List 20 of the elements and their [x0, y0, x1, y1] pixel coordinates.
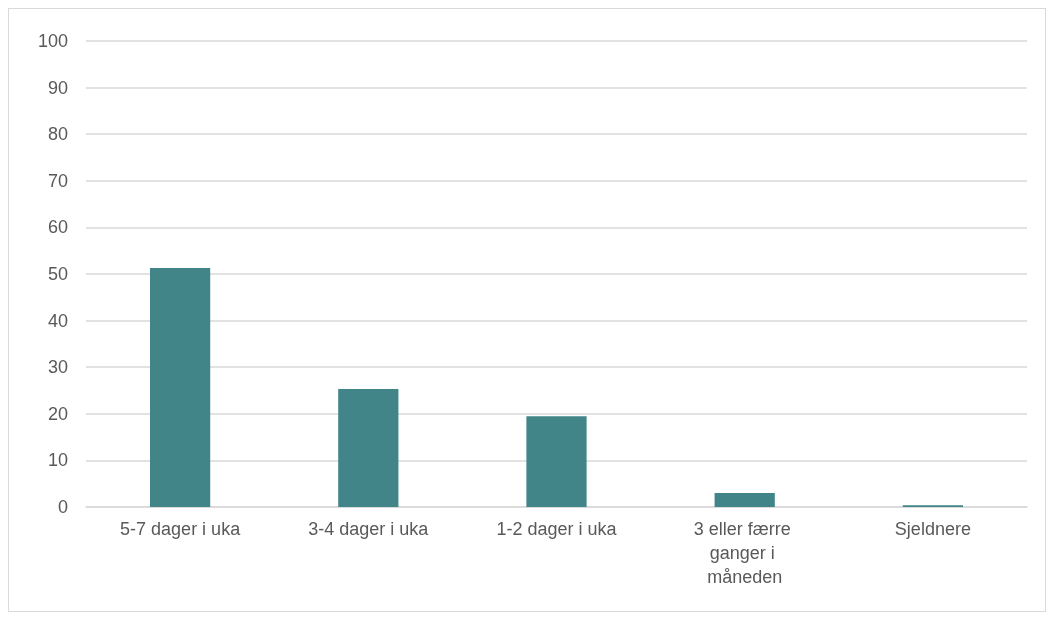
- y-tick-label: 100: [37, 31, 68, 51]
- y-tick-label: 30: [47, 357, 68, 378]
- y-tick-label: 40: [47, 310, 68, 331]
- x-tick-label: Sjeldnere: [894, 519, 971, 539]
- bar: [714, 493, 775, 507]
- y-tick-label: 0: [57, 497, 68, 517]
- y-tick-label: 70: [47, 170, 68, 191]
- y-tick-label: 50: [47, 264, 68, 284]
- y-tick-label: 80: [47, 124, 68, 145]
- x-tick-label: 3 eller færre ganger i måneden: [693, 519, 796, 587]
- x-tick-label: 3-4 dager i uka: [308, 519, 430, 539]
- bar: [149, 267, 211, 507]
- bar: [338, 389, 399, 507]
- y-tick-label: 90: [47, 77, 68, 98]
- y-tick-label: 60: [47, 217, 68, 238]
- x-tick-label: 1-2 dager i uka: [496, 519, 618, 539]
- bar: [526, 416, 587, 507]
- y-tick-label: 20: [47, 403, 68, 424]
- y-tick-label: 10: [47, 450, 68, 471]
- x-tick-label: 5-7 dager i uka: [120, 519, 242, 539]
